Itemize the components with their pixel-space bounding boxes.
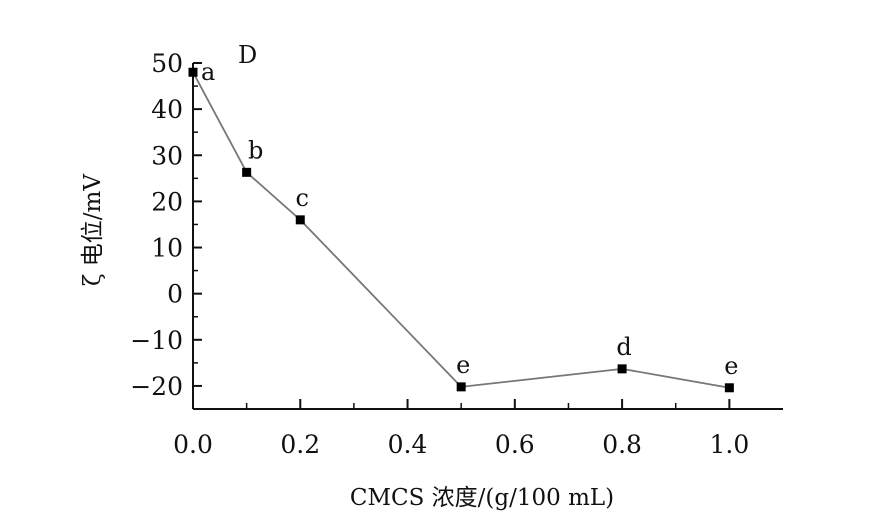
markers — [188, 67, 734, 393]
y-tick-label: 0 — [167, 280, 183, 309]
y-tick-label: −20 — [130, 372, 183, 401]
ticks — [192, 62, 731, 410]
axes — [192, 63, 783, 410]
x-tick-label: 0.6 — [495, 430, 535, 459]
x-tick-label: 0.2 — [280, 430, 320, 459]
x-tick-label: 1.0 — [709, 430, 749, 459]
data-point — [242, 167, 252, 177]
data-point — [724, 383, 734, 393]
panel-label: D — [238, 41, 257, 69]
x-tick-label: 0.0 — [173, 430, 213, 459]
y-axis-title: ζ 电位/mV — [80, 174, 106, 286]
point-label: e — [724, 352, 738, 380]
data-point — [456, 382, 466, 392]
x-tick-label: 0.4 — [388, 430, 428, 459]
y-tick-label: 40 — [151, 95, 183, 124]
point-label: a — [201, 58, 215, 86]
y-tick-label: 20 — [151, 187, 183, 216]
y-tick-label: 10 — [151, 234, 183, 263]
point-labels: a b c e d e — [201, 58, 738, 380]
data-point — [617, 364, 627, 374]
y-tick-label: −10 — [130, 326, 183, 355]
x-tick-label: 0.8 — [602, 430, 642, 459]
x-axis-title: CMCS 浓度/(g/100 mL) — [350, 485, 614, 511]
data-point — [188, 67, 198, 77]
y-tick-label: 30 — [151, 141, 183, 170]
data-point — [295, 215, 305, 225]
point-label: e — [456, 351, 470, 379]
tick-labels: 50 40 30 20 10 0 −10 −20 0.0 0.2 0.4 0.6 0.8 1.0 — [130, 49, 749, 459]
y-tick-label: 50 — [151, 49, 183, 78]
series — [192, 71, 730, 389]
point-label: c — [296, 184, 309, 212]
point-label: b — [248, 136, 263, 164]
point-label: d — [616, 333, 631, 361]
series-line — [192, 71, 730, 389]
